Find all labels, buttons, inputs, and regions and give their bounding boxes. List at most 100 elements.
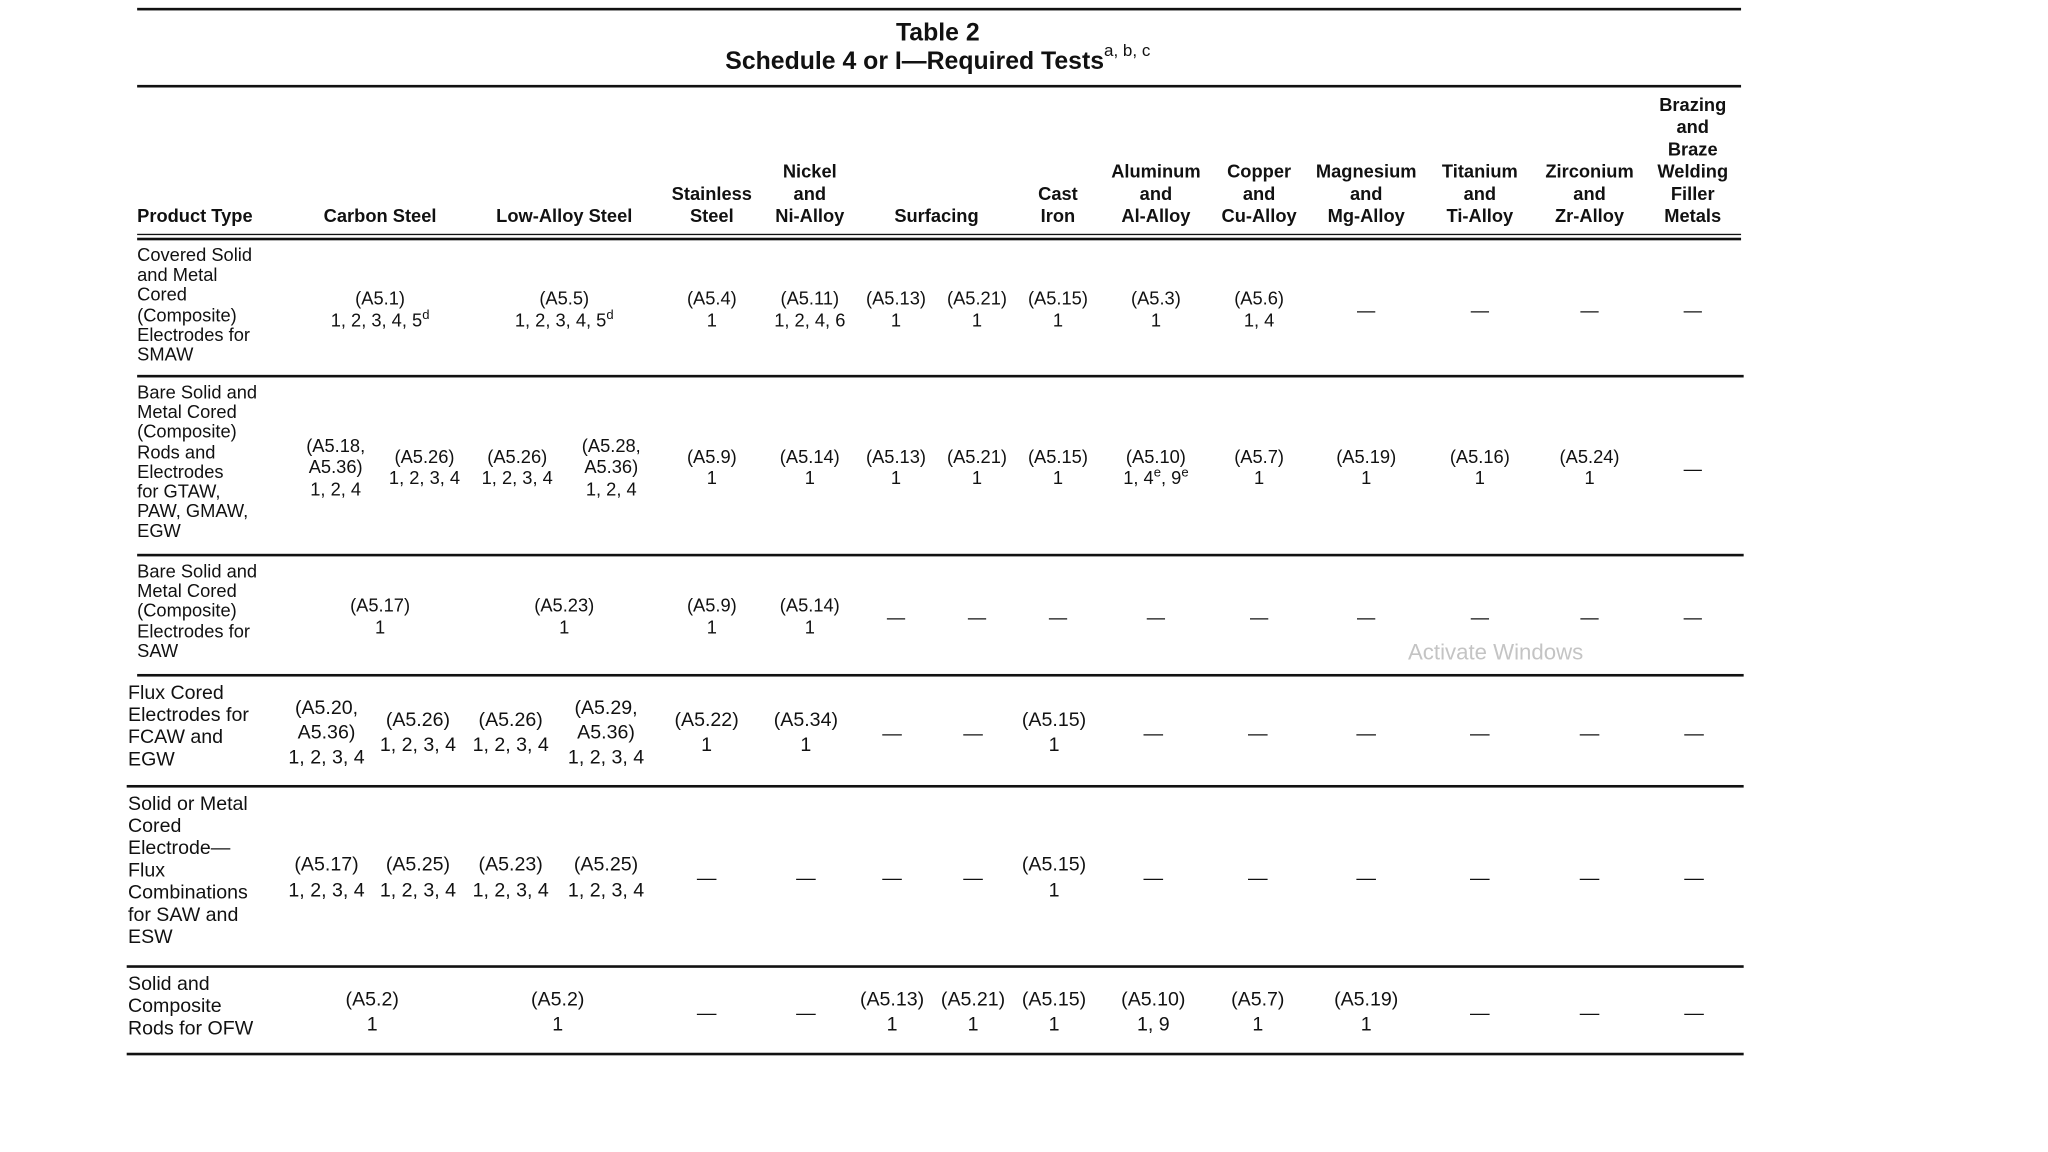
- cell-line: —: [796, 1001, 816, 1024]
- header-line: Low-Alloy Steel: [496, 205, 633, 226]
- header-line: and: [1139, 182, 1173, 204]
- cell-line: (A5.15): [1027, 286, 1088, 308]
- cell-line: 1: [559, 616, 570, 638]
- text-part: 1, 2, 3, 4, 5: [514, 308, 607, 330]
- cell-line: —: [696, 1001, 717, 1024]
- header-line: Welding: [1657, 160, 1729, 182]
- product-line: Solid and: [127, 973, 210, 996]
- cell-line: A5.36): [308, 456, 363, 478]
- table-cell: —: [1250, 607, 1268, 629]
- cell-line: 1, 2, 3, 4: [567, 879, 645, 902]
- cell-line: —: [882, 722, 902, 745]
- header-line: Al-Alloy: [1121, 205, 1191, 226]
- cell-line: (A5.3): [1131, 286, 1181, 308]
- product-line: SMAW: [137, 343, 194, 365]
- product-line: SAW: [137, 639, 179, 661]
- cell-line: 1: [1048, 879, 1060, 902]
- header-line: Stainless: [671, 182, 752, 204]
- cell-line: 1, 2, 3, 4: [481, 466, 553, 488]
- table-cell: —: [1471, 299, 1489, 321]
- cell-line: (A5.17): [294, 853, 359, 876]
- product-line: Cored: [127, 815, 182, 838]
- cell-line: (A5.17): [350, 594, 411, 616]
- table-cell: (A5.11) 1, 2, 4, 6: [774, 287, 845, 331]
- cell-line: 1: [1360, 1012, 1372, 1036]
- header-line: Titanium: [1441, 160, 1518, 182]
- cell-line: 1: [366, 1012, 378, 1036]
- cell-line: —: [1470, 606, 1489, 628]
- cell-line: (A5.11): [780, 286, 840, 308]
- rule: [126, 965, 1744, 968]
- product-type: Bare Solid and Metal Cored (Composite) Rods…: [137, 382, 257, 542]
- product-type: Bare Solid and Metal Cored (Composite) Elec…: [137, 561, 257, 661]
- footnote-marks: a, b, c: [1104, 40, 1151, 60]
- cell-line: 1: [890, 308, 902, 330]
- table-cell: —: [1248, 866, 1268, 891]
- table-cell: (A5.23) 1, 2, 3, 4: [473, 852, 549, 903]
- table-cell: (A5.15) 1: [1022, 852, 1086, 903]
- cell-line: —: [963, 867, 983, 890]
- product-line: and Metal: [137, 264, 218, 285]
- cell-line: —: [963, 722, 983, 745]
- table-cell: —: [1356, 866, 1376, 891]
- header-line: Carbon Steel: [323, 205, 437, 226]
- table-cell: (A5.7) 1: [1234, 445, 1284, 488]
- cell-line: A5.36): [584, 456, 639, 478]
- cell-line: 1: [1048, 1012, 1060, 1036]
- cell-line: —: [1143, 722, 1164, 745]
- cell-line: (A5.24): [1559, 445, 1620, 467]
- table-cell: (A5.34) 1: [774, 707, 838, 757]
- cell-line: (A5.1): [355, 286, 405, 308]
- cell-line: (A5.13): [866, 286, 926, 308]
- cell-line: 1: [971, 308, 983, 330]
- cell-line: (A5.22): [674, 708, 739, 731]
- cell-line: —: [696, 867, 717, 890]
- column-header: Nickel and Ni-Alloy: [775, 161, 844, 228]
- table-cell: (A5.21) 1: [947, 445, 1007, 488]
- cell-line: (A5.15): [1027, 445, 1088, 467]
- cell-line: —: [796, 867, 816, 890]
- cell-line: 1, 2, 3, 4: [567, 745, 645, 768]
- cell-line: 1, 2, 4: [310, 477, 362, 499]
- table-cell: —: [796, 866, 816, 891]
- product-line: PAW, GMAW,: [137, 500, 249, 522]
- cell-line: 1, 9: [1136, 1012, 1170, 1036]
- cell-line: —: [1683, 299, 1702, 320]
- table-cell: —: [1248, 721, 1268, 746]
- rule: [137, 553, 1744, 557]
- table-cell: (A5.20, A5.36) 1, 2, 3, 4: [288, 695, 364, 769]
- cell-line: —: [1470, 722, 1490, 745]
- table-cell: —: [1357, 607, 1375, 629]
- cell-line: 1: [1253, 466, 1265, 488]
- product-line: FCAW and: [127, 726, 224, 749]
- cell-line: 1: [1474, 466, 1485, 488]
- cell-line: (A5.6): [1234, 286, 1284, 308]
- cell-line: (A5.9): [686, 594, 737, 616]
- column-header: Magnesium and Mg-Alloy: [1316, 161, 1417, 228]
- column-header: Cast Iron: [1038, 183, 1078, 227]
- table-cell: (A5.1) 1, 2, 3, 4, 5d: [331, 287, 430, 331]
- table-cell: (A5.15) 1: [1028, 287, 1088, 331]
- cell-line: (A5.14): [779, 445, 840, 467]
- table-cell: (A5.7) 1: [1231, 987, 1284, 1037]
- table-cell: (A5.5) 1, 2, 3, 4, 5d: [515, 287, 614, 331]
- column-header: Low-Alloy Steel: [496, 205, 632, 227]
- footnote-mark: e: [1153, 466, 1161, 481]
- table-cell: (A5.13) 1: [866, 287, 926, 331]
- cell-line: —: [1580, 606, 1599, 628]
- table-cell: (A5.23) 1: [534, 594, 594, 638]
- table-cell: (A5.26) 1, 2, 3, 4: [380, 707, 456, 757]
- cell-line: (A5.21): [946, 286, 1007, 308]
- table-cell: (A5.28, A5.36) 1, 2, 4: [582, 435, 641, 500]
- table-subtitle: Schedule 4 or I—Required Testsa, b, c: [725, 41, 1150, 77]
- cell-line: —: [1683, 457, 1702, 479]
- table-title: Table 2: [895, 19, 980, 48]
- product-line: ESW: [127, 926, 173, 949]
- cell-line: (A5.28,: [581, 434, 641, 456]
- header-line: and: [793, 182, 827, 204]
- table-cell: (A5.22) 1: [674, 707, 738, 757]
- cell-line: (A5.26): [487, 445, 548, 467]
- cell-line: 1: [800, 733, 812, 756]
- product-line: Electrodes: [137, 460, 224, 482]
- header-line: and: [1573, 182, 1606, 204]
